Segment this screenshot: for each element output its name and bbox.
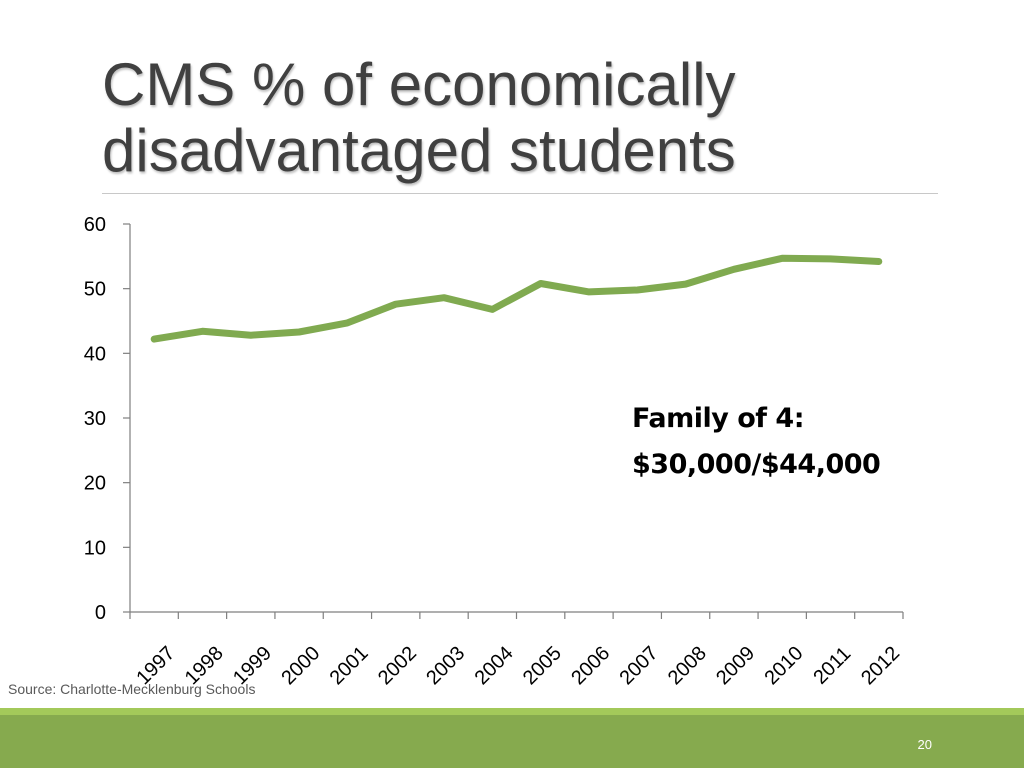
x-tick-label: 2009 <box>712 642 759 689</box>
x-tick-label: 2010 <box>760 642 807 689</box>
source-note: Source: Charlotte-Mecklenburg Schools <box>8 681 256 697</box>
annotation-line-2: $30,000/$44,000 <box>632 449 881 480</box>
y-tick-label: 30 <box>84 408 106 430</box>
page-number: 20 <box>917 737 932 752</box>
y-tick-label: 10 <box>84 537 106 559</box>
x-tick-label: 2000 <box>277 642 324 689</box>
x-tick-label: 2005 <box>519 642 566 689</box>
x-tick-label: 2002 <box>374 642 421 689</box>
slide-title: CMS % of economically disadvantaged stud… <box>102 51 736 184</box>
series-line <box>150 254 883 343</box>
y-tick-label: 60 <box>84 214 106 236</box>
y-tick-label: 0 <box>95 602 106 624</box>
y-tick-label: 50 <box>84 279 106 301</box>
footer-stripe <box>0 708 1024 715</box>
x-tick-label: 2008 <box>664 642 711 689</box>
y-tick-label: 40 <box>84 343 106 365</box>
x-tick-label: 2007 <box>616 642 663 689</box>
income-threshold-annotation: Family of 4: $30,000/$44,000 <box>632 396 881 488</box>
x-tick-label: 2012 <box>857 642 904 689</box>
x-tick-label: 2004 <box>471 642 518 689</box>
x-tick-label: 2006 <box>567 642 614 689</box>
x-tick-label: 2003 <box>422 642 469 689</box>
footer-band <box>0 715 1024 768</box>
annotation-line-1: Family of 4: <box>632 403 805 434</box>
x-tick-label: 2001 <box>326 642 373 689</box>
title-divider <box>102 193 938 194</box>
y-tick-label: 20 <box>84 473 106 495</box>
x-tick-label: 2011 <box>809 643 855 689</box>
